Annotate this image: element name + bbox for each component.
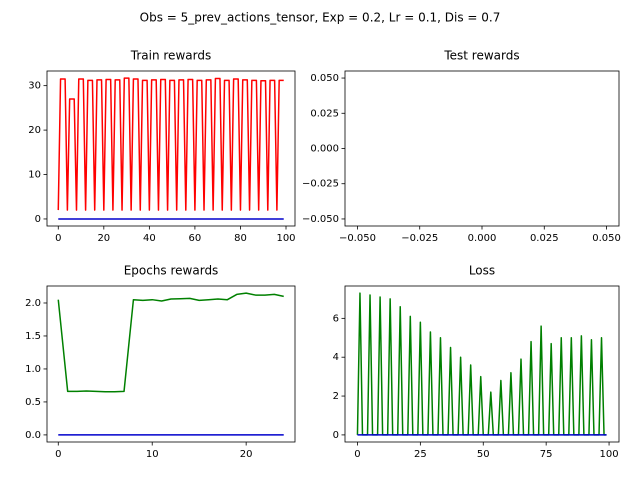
- x-tick-label: 100: [276, 233, 295, 244]
- x-tick-label: 80: [234, 233, 247, 244]
- x-tick-label: 10: [146, 449, 159, 460]
- y-tick-label: 2.0: [25, 298, 41, 309]
- x-tick-label: 25: [414, 449, 427, 460]
- y-tick-label: 1.5: [25, 331, 41, 342]
- x-tick-label: −0.050: [339, 233, 376, 244]
- x-tick-label: 60: [189, 233, 202, 244]
- x-tick-label: 0.025: [530, 233, 559, 244]
- y-tick-label: 10: [28, 170, 41, 181]
- subplot-title: Test rewards: [443, 49, 519, 63]
- y-tick-label: −0.025: [302, 179, 339, 190]
- y-tick-label: 20: [28, 125, 41, 136]
- axes-frame: [344, 285, 620, 443]
- y-tick-label: 30: [28, 81, 41, 92]
- axes-frame: [46, 285, 296, 443]
- y-tick-label: 6: [333, 313, 339, 324]
- x-tick-label: −0.025: [401, 233, 438, 244]
- y-tick-label: 0.5: [25, 397, 41, 408]
- x-tick-label: 20: [240, 449, 253, 460]
- y-tick-label: 4: [333, 352, 339, 363]
- x-tick-label: 40: [143, 233, 156, 244]
- figure-title: Obs = 5_prev_actions_tensor, Exp = 0.2, …: [140, 11, 501, 25]
- y-tick-label: 0.0: [25, 430, 41, 441]
- x-tick-label: 100: [600, 449, 619, 460]
- y-tick-label: 1.0: [25, 364, 41, 375]
- x-tick-label: 0.050: [592, 233, 621, 244]
- y-tick-label: 0: [333, 430, 339, 441]
- y-tick-label: 0.025: [310, 108, 339, 119]
- series-line: [57, 77, 284, 211]
- subplot-title: Epochs rewards: [124, 264, 219, 278]
- x-tick-label: 0: [55, 449, 61, 460]
- x-tick-label: 0: [55, 233, 61, 244]
- subplot-title: Loss: [469, 264, 495, 278]
- x-tick-label: 0: [354, 449, 360, 460]
- x-tick-label: 50: [477, 449, 490, 460]
- y-tick-label: 0: [35, 214, 41, 225]
- y-tick-label: −0.050: [302, 214, 339, 225]
- axes-frame: [344, 70, 620, 227]
- series-line: [57, 292, 284, 393]
- y-tick-label: 2: [333, 391, 339, 402]
- y-tick-label: 0.050: [310, 73, 339, 84]
- y-tick-label: 0.000: [310, 144, 339, 155]
- x-tick-label: 20: [97, 233, 110, 244]
- x-tick-label: 75: [540, 449, 553, 460]
- axes-frame: [46, 70, 296, 227]
- x-tick-label: 0.000: [468, 233, 497, 244]
- subplot-title: Train rewards: [130, 49, 211, 63]
